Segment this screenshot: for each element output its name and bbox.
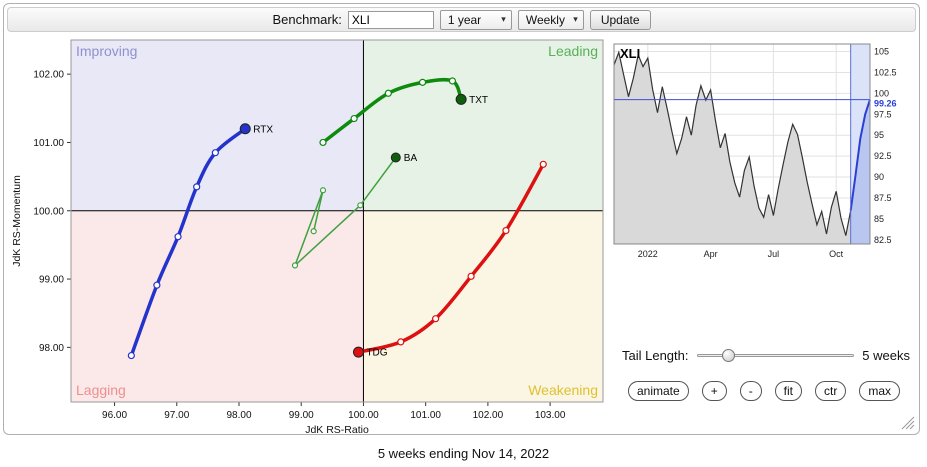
svg-text:98.00: 98.00 <box>39 343 64 354</box>
tail-length-slider[interactable] <box>696 348 855 363</box>
benchmark-price-chart: 105 102.5 100 97.5 95 92.5 90 87.5 85 82.5 99.26 20… <box>610 38 910 264</box>
svg-text:98.00: 98.00 <box>226 410 251 421</box>
tail-marker <box>127 351 135 360</box>
svg-text:90: 90 <box>874 172 884 182</box>
price-line-highlight <box>849 99 871 211</box>
benchmark-symbol-title: XLI <box>620 46 640 61</box>
svg-text:87.5: 87.5 <box>874 193 892 203</box>
svg-text:Jul: Jul <box>768 249 780 259</box>
tail-marker <box>211 149 219 157</box>
svg-text:102.00: 102.00 <box>33 70 64 81</box>
center-button[interactable]: ctr <box>815 381 847 401</box>
svg-text:96.00: 96.00 <box>102 410 127 421</box>
rrg-svg: Improving Leading Lagging Weakening 96.00 97.… <box>11 39 604 436</box>
tail-marker <box>193 183 201 191</box>
svg-text:102.5: 102.5 <box>874 67 897 77</box>
head-marker-TXT[interactable] <box>455 93 467 105</box>
frequency-select-value: Weekly <box>525 12 565 27</box>
frequency-select[interactable]: Weekly ▾ <box>517 9 584 30</box>
svg-text:99.00: 99.00 <box>289 410 314 421</box>
price-area <box>614 52 870 245</box>
tail-marker <box>291 262 299 269</box>
tail-length-value: 5 weeks <box>862 348 910 363</box>
svg-text:85: 85 <box>874 214 884 224</box>
last-price-label: 99.26 <box>874 99 897 109</box>
tail-marker <box>418 78 427 86</box>
svg-text:Oct: Oct <box>829 249 844 259</box>
svg-text:102.00: 102.00 <box>473 410 504 421</box>
tail-marker <box>357 202 364 209</box>
svg-text:Apr: Apr <box>704 249 718 259</box>
svg-text:97.5: 97.5 <box>874 109 892 119</box>
animate-button[interactable]: animate <box>628 381 689 401</box>
price-line <box>613 50 852 236</box>
symbol-label: TDG <box>366 348 387 359</box>
tail-marker <box>350 114 358 123</box>
tail-marker <box>153 281 161 289</box>
fit-button[interactable]: fit <box>774 381 803 401</box>
y-axis-label: JdK RS-Momentum <box>11 175 23 267</box>
tail-marker <box>539 160 547 168</box>
chevron-down-icon: ▾ <box>573 14 578 24</box>
rrg-app-panel: Benchmark: 1 year ▾ Weekly ▾ Update Impr… <box>3 3 920 436</box>
svg-text:99.00: 99.00 <box>39 275 64 286</box>
tail-marker <box>502 226 510 235</box>
symbol-label: RTX <box>253 124 273 135</box>
symbol-label: BA <box>404 153 418 164</box>
symbol-label: TXT <box>469 95 488 106</box>
caption: 5 weeks ending Nov 14, 2022 <box>377 446 550 461</box>
tail-marker <box>432 315 440 323</box>
zoom-out-button[interactable]: - <box>739 381 762 401</box>
chart-buttons: animate + - fit ctr max <box>628 381 900 401</box>
svg-text:100.00: 100.00 <box>348 410 379 421</box>
quadrant-label-leading: Leading <box>548 43 598 59</box>
zoom-in-button[interactable]: + <box>701 381 727 401</box>
update-button[interactable]: Update <box>589 9 651 30</box>
quadrant-label-weakening: Weakening <box>528 382 598 398</box>
quadrant-label-improving: Improving <box>76 43 137 59</box>
svg-text:82.5: 82.5 <box>874 235 892 245</box>
tail-marker <box>319 187 327 194</box>
head-marker-TDG[interactable] <box>352 346 364 358</box>
tail-marker <box>397 338 405 346</box>
x-axis-label: JdK RS-Ratio <box>305 424 369 436</box>
price-svg: 105 102.5 100 97.5 95 92.5 90 87.5 85 82.5 99.26 20… <box>613 43 897 259</box>
slider-track[interactable] <box>696 353 855 357</box>
tail-length-control: Tail Length: 5 weeks <box>622 348 910 363</box>
rrg-chart: Improving Leading Lagging Weakening 96.00 97.… <box>6 34 616 436</box>
resize-grip-icon <box>901 416 915 430</box>
benchmark-input[interactable] <box>347 10 434 29</box>
max-button[interactable]: max <box>859 381 900 401</box>
svg-text:101.00: 101.00 <box>33 138 64 149</box>
svg-text:100.00: 100.00 <box>33 206 64 217</box>
slider-thumb[interactable] <box>721 348 735 362</box>
svg-text:95: 95 <box>874 130 884 140</box>
resize-handle[interactable] <box>901 416 915 430</box>
chevron-down-icon: ▾ <box>501 14 506 24</box>
svg-text:2022: 2022 <box>638 249 658 259</box>
period-select-value: 1 year <box>447 12 482 27</box>
svg-text:97.00: 97.00 <box>164 410 189 421</box>
tail-marker <box>310 228 317 235</box>
svg-text:103.00: 103.00 <box>535 410 566 421</box>
tail-marker <box>319 138 327 147</box>
svg-text:105: 105 <box>874 47 889 57</box>
svg-text:101.00: 101.00 <box>410 410 441 421</box>
svg-text:92.5: 92.5 <box>874 151 892 161</box>
tail-marker <box>384 89 392 97</box>
tail-marker <box>174 233 182 241</box>
head-marker-RTX[interactable] <box>239 123 251 135</box>
tail-length-label: Tail Length: <box>622 348 689 363</box>
tail-marker <box>448 77 457 85</box>
toolbar: Benchmark: 1 year ▾ Weekly ▾ Update <box>7 7 916 32</box>
period-select[interactable]: 1 year ▾ <box>439 9 512 30</box>
tail-marker <box>467 272 475 280</box>
head-marker-BA[interactable] <box>390 152 401 163</box>
quadrant-label-lagging: Lagging <box>76 382 126 398</box>
svg-text:100: 100 <box>874 88 889 98</box>
benchmark-label: Benchmark: <box>272 12 342 27</box>
